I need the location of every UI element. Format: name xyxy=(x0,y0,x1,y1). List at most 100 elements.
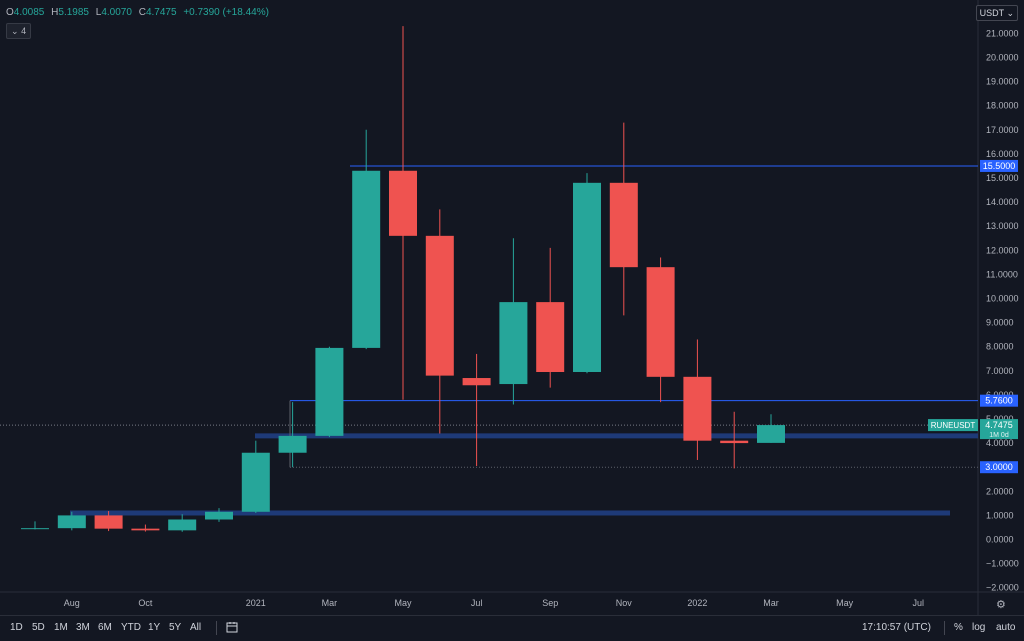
candle-body[interactable] xyxy=(462,378,491,386)
candle-body[interactable] xyxy=(278,435,307,453)
high-key: H xyxy=(51,7,59,18)
level-price-label: 15.5000 xyxy=(983,161,1016,171)
y-tick-label: 0.0000 xyxy=(986,535,1014,545)
candle-body[interactable] xyxy=(315,347,344,436)
range-5y-button[interactable]: 5Y xyxy=(169,622,182,633)
level-price-label: 5.7600 xyxy=(985,396,1013,406)
x-tick-label: May xyxy=(394,598,412,608)
range-1m-button[interactable]: 1M xyxy=(54,622,68,633)
support-zone-bar xyxy=(255,433,978,439)
range-1y-button[interactable]: 1Y xyxy=(148,622,161,633)
range-3m-button[interactable]: 3M xyxy=(76,622,90,633)
bottom-toolbar: 1D 5D 1M 3M 6M YTD 1Y 5Y All 17:10:57 (U… xyxy=(0,615,1024,641)
x-tick-label: Mar xyxy=(763,598,779,608)
candle-body[interactable] xyxy=(609,182,638,268)
level-price-label: 3.0000 xyxy=(985,462,1013,472)
y-tick-label: 20.0000 xyxy=(986,53,1019,63)
candle-body[interactable] xyxy=(205,511,233,520)
calendar-range-icon[interactable] xyxy=(226,621,238,633)
candle-body[interactable] xyxy=(536,302,565,373)
candle-body[interactable] xyxy=(352,170,381,348)
candle-body[interactable] xyxy=(720,440,749,444)
y-tick-label: 8.0000 xyxy=(986,342,1014,352)
y-tick-label: 2.0000 xyxy=(986,486,1014,496)
y-tick-label: 4.0000 xyxy=(986,438,1014,448)
open-value: 4.0085 xyxy=(13,7,45,18)
low-key: L xyxy=(95,7,102,18)
chevron-down-icon: ⌄ xyxy=(11,26,19,36)
y-tick-label: 11.0000 xyxy=(986,269,1018,279)
candle-body[interactable] xyxy=(241,452,270,512)
x-tick-label: Aug xyxy=(64,598,80,608)
range-all-button[interactable]: All xyxy=(190,622,202,633)
log-scale-toggle[interactable]: log xyxy=(972,622,986,633)
interval-label: 1M 0d xyxy=(989,432,1009,439)
candle-body[interactable] xyxy=(168,519,197,531)
y-tick-label: 9.0000 xyxy=(986,318,1014,328)
chevron-down-icon: ⌄ xyxy=(1006,8,1014,18)
divider xyxy=(216,621,217,635)
level-price-badge xyxy=(980,394,1018,407)
settings-gear-icon[interactable]: ⚙ xyxy=(996,599,1006,611)
high-value: 5.1985 xyxy=(58,7,89,18)
candle-body[interactable] xyxy=(131,528,160,531)
percent-scale-toggle[interactable]: % xyxy=(954,622,963,633)
range-1d-button[interactable]: 1D xyxy=(10,622,23,633)
y-tick-label: −2.0000 xyxy=(986,583,1019,593)
y-tick-label: 10.0000 xyxy=(986,294,1019,304)
y-tick-label: 14.0000 xyxy=(986,197,1019,207)
candle-body[interactable] xyxy=(683,376,712,441)
x-tick-label: Jul xyxy=(471,598,483,608)
utc-clock[interactable]: 17:10:57 (UTC) xyxy=(862,622,931,633)
x-tick-label: May xyxy=(836,598,854,608)
low-value: 4.0070 xyxy=(101,7,132,18)
symbol-label: RUNEUSDT xyxy=(931,421,976,430)
support-zone-bar xyxy=(70,510,950,516)
change-value: +0.7390 (+18.44%) xyxy=(183,7,269,18)
x-tick-label: Nov xyxy=(616,598,633,608)
x-tick-label: Sep xyxy=(542,598,558,608)
y-tick-label: 7.0000 xyxy=(986,366,1014,376)
indicator-count: 4 xyxy=(21,26,27,36)
close-key: C xyxy=(138,7,146,18)
x-tick-label: Mar xyxy=(322,598,338,608)
y-tick-label: 12.0000 xyxy=(986,245,1019,255)
range-5d-button[interactable]: 5D xyxy=(32,622,45,633)
y-tick-label: 16.0000 xyxy=(986,149,1019,159)
candle-body[interactable] xyxy=(646,267,675,377)
ohlc-legend: O4.0085 H5.1985 L4.0070 C4.7475 +0.7390 … xyxy=(6,7,269,18)
range-6m-button[interactable]: 6M xyxy=(98,622,112,633)
y-tick-label: 15.0000 xyxy=(986,173,1019,183)
y-tick-label: 17.0000 xyxy=(986,125,1019,135)
x-tick-label: 2021 xyxy=(246,598,266,608)
x-tick-label: Oct xyxy=(138,598,153,608)
candle-body[interactable] xyxy=(94,515,123,529)
candle-body[interactable] xyxy=(21,528,49,530)
candle-body[interactable] xyxy=(57,515,86,529)
level-price-badge xyxy=(980,461,1018,474)
auto-scale-toggle[interactable]: auto xyxy=(996,622,1016,633)
y-tick-label: 19.0000 xyxy=(986,77,1019,87)
divider xyxy=(944,621,945,635)
symbol-tag xyxy=(928,419,978,432)
y-tick-label: −1.0000 xyxy=(986,559,1019,569)
y-tick-label: 5.0000 xyxy=(986,414,1014,424)
y-tick-label: 18.0000 xyxy=(986,101,1019,111)
candle-body[interactable] xyxy=(425,235,454,376)
y-tick-label: 21.0000 xyxy=(986,28,1019,38)
last-price-label: 4.7475 xyxy=(985,420,1013,430)
candle-body[interactable] xyxy=(757,425,785,443)
currency-select[interactable]: USDT ⌄ xyxy=(975,5,1018,21)
indicators-toggle-button[interactable]: ⌄ 4 xyxy=(6,23,32,39)
y-tick-label: 13.0000 xyxy=(986,221,1019,231)
range-ytd-button[interactable]: YTD xyxy=(121,622,141,633)
candle-body[interactable] xyxy=(499,302,528,385)
candle-body[interactable] xyxy=(389,170,417,236)
close-value: 4.7475 xyxy=(145,7,177,18)
candle-body[interactable] xyxy=(573,182,601,373)
y-tick-label: 1.0000 xyxy=(986,510,1014,520)
level-price-badge xyxy=(980,159,1018,172)
x-tick-label: Jul xyxy=(912,598,924,608)
